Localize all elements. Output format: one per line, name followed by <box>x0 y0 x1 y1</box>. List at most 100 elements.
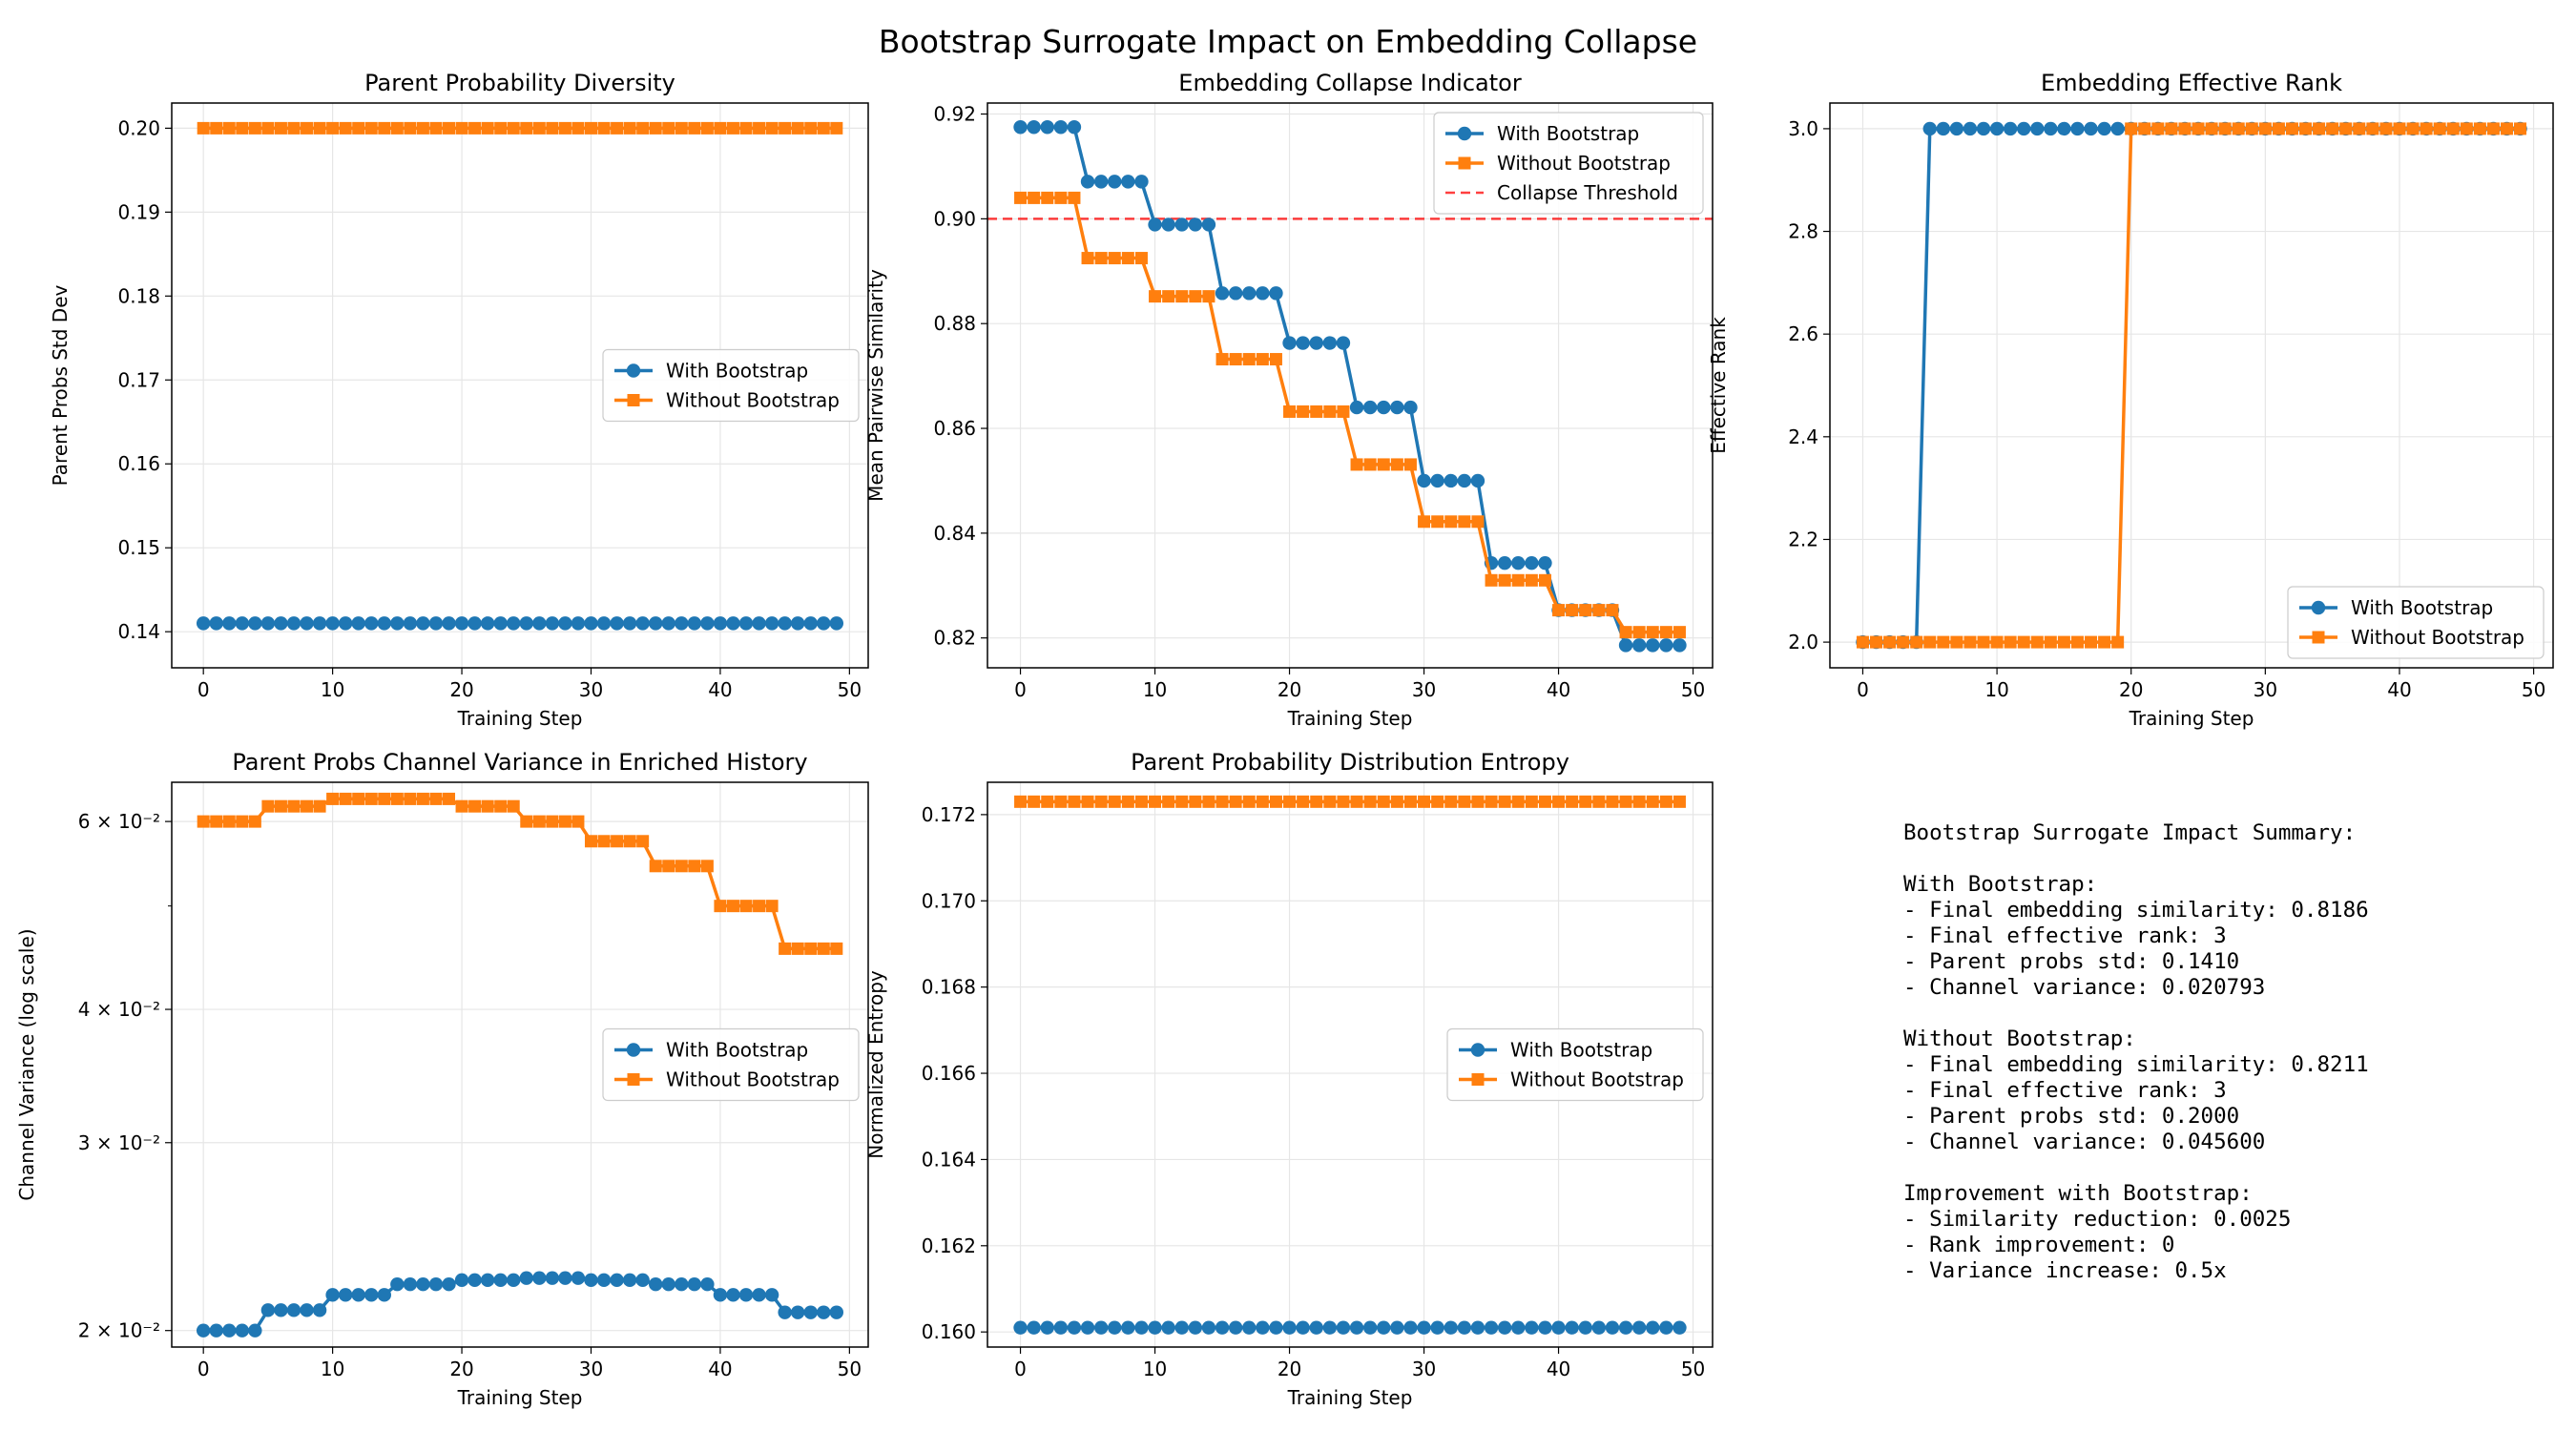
legend-marker <box>627 394 640 406</box>
data-point-with-bootstrap <box>790 616 805 631</box>
data-point-without-bootstrap <box>468 121 482 135</box>
data-point-without-bootstrap <box>649 121 662 135</box>
data-point-without-bootstrap <box>1175 795 1189 808</box>
data-point-without-bootstrap <box>455 121 468 135</box>
data-point-without-bootstrap <box>2473 122 2486 135</box>
data-point-without-bootstrap <box>1511 795 1525 808</box>
data-point-with-bootstrap <box>209 1323 223 1338</box>
summary-line: - Final effective rank: 3 <box>1903 923 2227 948</box>
legend-box <box>602 348 860 423</box>
data-point-with-bootstrap <box>442 616 456 631</box>
data-point-with-bootstrap <box>1215 1320 1230 1335</box>
data-point-without-bootstrap <box>1646 626 1659 639</box>
legend-label: Without Bootstrap <box>2351 626 2524 649</box>
y-axis-label: Mean Pairwise Similarity <box>864 269 887 502</box>
data-point-with-bootstrap <box>1027 120 1041 135</box>
y-tick-label: 0.18 <box>117 284 160 307</box>
data-point-without-bootstrap <box>1418 515 1431 529</box>
data-point-without-bootstrap <box>2433 122 2446 135</box>
data-point-without-bootstrap <box>261 121 275 135</box>
x-tick-label: 10 <box>1143 678 1167 701</box>
legend-label: With Bootstrap <box>666 1039 808 1062</box>
data-point-without-bootstrap <box>636 121 650 135</box>
data-point-with-bootstrap <box>1362 1320 1378 1335</box>
data-point-without-bootstrap <box>443 121 456 135</box>
data-point-without-bootstrap <box>662 121 675 135</box>
data-point-without-bootstrap <box>1175 290 1189 303</box>
data-point-with-bootstrap <box>1963 121 1978 136</box>
data-point-with-bootstrap <box>584 616 598 631</box>
data-point-with-bootstrap <box>1161 1320 1175 1335</box>
data-point-with-bootstrap <box>1256 286 1270 301</box>
data-point-with-bootstrap <box>803 1305 818 1319</box>
data-point-without-bootstrap <box>649 860 662 873</box>
y-tick-label: 2.2 <box>1788 528 1818 550</box>
data-point-without-bootstrap <box>1403 458 1417 471</box>
data-point-without-bootstrap <box>1041 795 1054 808</box>
data-point-without-bootstrap <box>261 799 275 813</box>
data-point-without-bootstrap <box>700 860 714 873</box>
data-point-with-bootstrap <box>1134 175 1149 189</box>
data-point-without-bootstrap <box>1552 604 1566 617</box>
data-point-without-bootstrap <box>1149 290 1162 303</box>
data-point-with-bootstrap <box>1538 555 1552 570</box>
summary-line: - Similarity reduction: 0.0025 <box>1903 1207 2292 1232</box>
data-point-with-bootstrap <box>338 1288 353 1302</box>
data-point-without-bootstrap <box>1552 795 1566 808</box>
data-point-with-bootstrap <box>1148 1320 1162 1335</box>
chart-p3: 0 10 20 30 40 50 2.0 2.2 2.4 2.6 2.8 3.0 Embedding E… <box>1707 70 2554 730</box>
y-axis-label: Normalized Entropy <box>864 970 887 1159</box>
data-point-with-bootstrap <box>274 1303 288 1317</box>
data-point-without-bootstrap <box>2366 122 2379 135</box>
data-point-with-bootstrap <box>1080 1320 1095 1335</box>
data-point-with-bootstrap <box>1525 1320 1539 1335</box>
x-tick-label: 0 <box>1857 678 1869 701</box>
data-point-without-bootstrap <box>1014 795 1028 808</box>
legend-box <box>2287 586 2545 659</box>
data-point-without-bootstrap <box>1108 795 1121 808</box>
data-point-without-bootstrap <box>248 815 261 828</box>
data-point-without-bootstrap <box>1269 795 1282 808</box>
data-point-without-bootstrap <box>779 121 792 135</box>
data-point-without-bootstrap <box>2326 122 2339 135</box>
y-axis-label: Effective Rank <box>1707 317 1730 454</box>
axes-frame <box>1829 102 2554 669</box>
data-point-without-bootstrap <box>2044 635 2057 649</box>
y-tick-label: 2.4 <box>1788 425 1818 448</box>
data-point-without-bootstrap <box>364 121 378 135</box>
data-point-without-bootstrap <box>2353 122 2366 135</box>
axes-frame <box>171 781 869 1348</box>
data-point-without-bootstrap <box>1390 795 1403 808</box>
data-point-with-bootstrap <box>364 1288 379 1302</box>
data-point-without-bootstrap <box>765 121 779 135</box>
summary-line: Without Bootstrap: <box>1903 1027 2136 1051</box>
data-point-with-bootstrap <box>338 616 353 631</box>
data-point-without-bootstrap <box>1215 795 1229 808</box>
x-tick-label: 0 <box>197 678 210 701</box>
data-point-without-bootstrap <box>1028 795 1041 808</box>
data-point-without-bootstrap <box>1525 573 1538 587</box>
data-point-without-bootstrap <box>558 121 571 135</box>
x-tick-label: 30 <box>1412 1358 1436 1380</box>
data-point-with-bootstrap <box>1390 400 1404 415</box>
data-point-without-bootstrap <box>404 792 417 805</box>
data-point-with-bootstrap <box>1296 336 1310 350</box>
data-point-without-bootstrap <box>830 121 843 135</box>
legend-marker <box>627 1073 640 1086</box>
data-point-without-bootstrap <box>532 121 546 135</box>
legend-marker <box>1457 126 1472 141</box>
summary-line: Improvement with Bootstrap: <box>1903 1181 2253 1206</box>
data-point-with-bootstrap <box>661 616 675 631</box>
data-point-without-bootstrap <box>1498 573 1511 587</box>
legend-label: Collapse Threshold <box>1497 181 1678 204</box>
data-point-with-bootstrap <box>687 1277 702 1292</box>
data-point-without-bootstrap <box>546 121 559 135</box>
data-point-without-bootstrap <box>1081 795 1094 808</box>
data-point-with-bootstrap <box>713 1288 728 1302</box>
data-point-with-bootstrap <box>1322 336 1338 350</box>
data-point-with-bootstrap <box>1282 1320 1297 1335</box>
data-point-with-bootstrap <box>428 1277 444 1292</box>
x-tick-label: 20 <box>1278 1358 1301 1380</box>
data-point-without-bootstrap <box>1377 795 1390 808</box>
data-point-with-bootstrap <box>596 1273 612 1288</box>
